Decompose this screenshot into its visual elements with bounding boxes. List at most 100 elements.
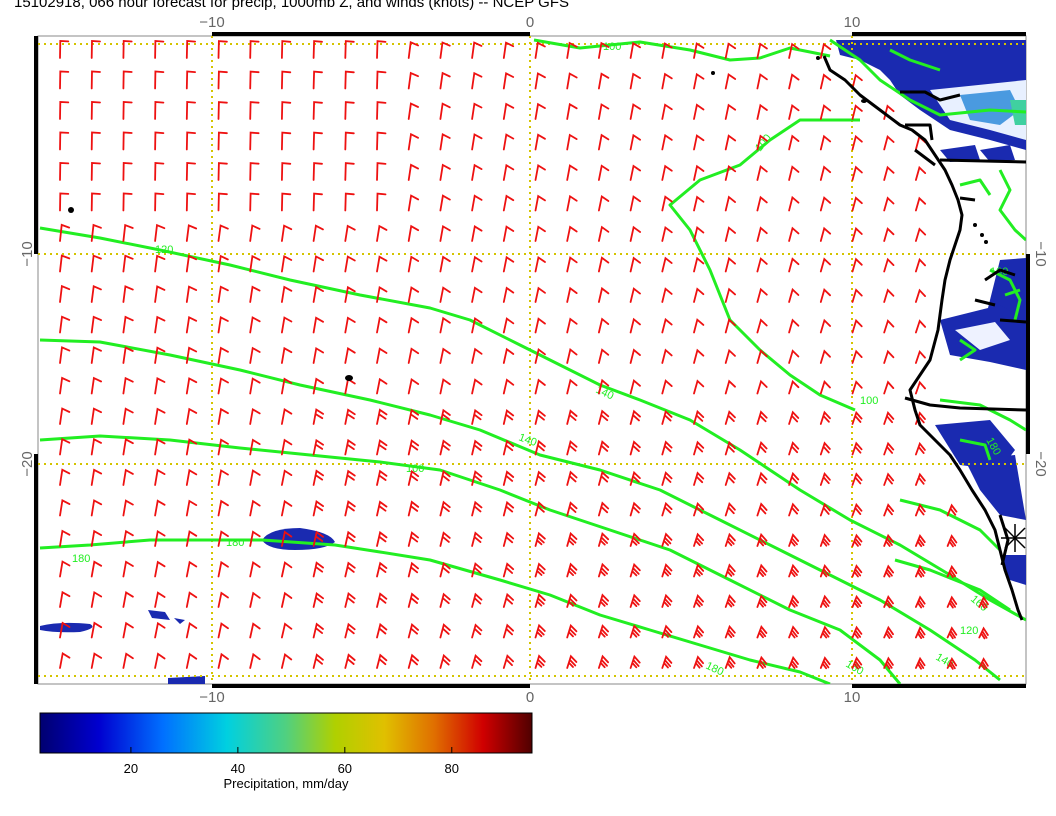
wind-barb — [724, 42, 737, 59]
wind-barb — [788, 533, 800, 547]
wind-barb — [566, 439, 578, 456]
wind-barb — [502, 102, 515, 120]
wind-barb — [154, 285, 166, 303]
wind-barb — [122, 407, 134, 425]
wind-barb — [724, 72, 737, 90]
wind-barb — [598, 654, 609, 669]
wind-barb — [819, 625, 831, 639]
wind-barb — [439, 378, 451, 395]
wind-barb — [502, 531, 515, 547]
wind-barb — [534, 470, 546, 486]
wind-barb — [851, 502, 863, 517]
chart-title: 15102918, 066 hour forecast for precip, … — [14, 0, 569, 11]
precip-areas — [40, 40, 1026, 684]
wind-barb — [819, 42, 832, 59]
wind-barb — [661, 42, 673, 59]
colorbar-tick-label: 60 — [338, 761, 352, 776]
wind-barb — [756, 195, 768, 212]
wind-barb — [312, 346, 324, 364]
wind-barb — [185, 70, 196, 90]
wind-barb — [471, 41, 483, 59]
wind-barb — [819, 318, 831, 334]
wind-barb — [693, 409, 705, 425]
wind-barb — [661, 287, 673, 303]
wind-barb — [90, 101, 101, 120]
colorbar-tick-label: 40 — [231, 761, 245, 776]
wind-barb — [693, 655, 704, 669]
wind-barb — [376, 131, 387, 151]
wind-barb — [598, 103, 610, 120]
wind-barb — [249, 499, 261, 517]
wind-barb — [249, 224, 261, 242]
wind-barb — [724, 563, 736, 578]
wind-barb — [756, 349, 768, 364]
wind-barb — [90, 407, 102, 425]
wind-barb — [724, 410, 736, 425]
wind-barb — [502, 592, 514, 608]
contour-label-140-b: 140 — [517, 432, 538, 450]
wind-barb — [249, 377, 261, 395]
wind-barb — [59, 437, 71, 456]
wind-barb — [122, 101, 133, 120]
wind-barb — [756, 502, 768, 517]
wind-barb — [851, 564, 863, 578]
wind-barb — [122, 315, 134, 334]
wind-barb — [217, 316, 229, 334]
wind-barb — [312, 40, 323, 59]
wind-barb — [915, 288, 926, 303]
wind-barb — [376, 224, 388, 242]
wind-barb — [471, 163, 483, 181]
wind-barb — [471, 255, 483, 273]
wind-barb — [407, 132, 419, 151]
wind-barb — [249, 530, 261, 547]
wind-barb — [439, 194, 451, 212]
wind-barb — [661, 471, 673, 486]
wind-barb — [629, 256, 641, 273]
wind-barb — [693, 624, 704, 639]
wind-barb — [629, 440, 641, 456]
wind-barb — [249, 469, 261, 486]
wind-barb — [819, 656, 831, 670]
wind-barb — [59, 40, 70, 59]
wind-barb — [629, 593, 641, 608]
wind-barb — [439, 439, 451, 456]
wind-barb — [217, 530, 229, 547]
contour-label-180-c: 180 — [72, 553, 90, 565]
wind-barb — [281, 653, 293, 669]
wind-barb — [851, 533, 863, 547]
wind-barb — [819, 563, 831, 578]
wind-barb — [122, 192, 133, 212]
wind-barb — [915, 656, 926, 670]
wind-barb — [281, 591, 293, 608]
wind-barb — [122, 468, 134, 486]
wind-barb — [185, 468, 198, 486]
wind-barb — [851, 410, 863, 425]
wind-barb — [471, 378, 483, 395]
wind-barb — [439, 133, 451, 151]
wind-barb — [883, 165, 895, 181]
wind-barb — [851, 472, 863, 486]
wind-barb — [312, 591, 324, 608]
wind-barb — [90, 437, 102, 456]
wind-barb — [661, 593, 673, 608]
wind-barb — [471, 102, 483, 120]
wind-barb — [851, 318, 863, 334]
wind-barb — [629, 195, 641, 212]
wind-barb — [883, 533, 894, 547]
wind-barb — [344, 530, 356, 547]
wind-barb — [883, 411, 895, 425]
wind-barb — [629, 164, 641, 181]
wind-barb — [915, 626, 926, 639]
wind-barb — [90, 223, 102, 242]
axis-labels: −10 0 10 −10 0 10 −10 −20 −10 −20 — [19, 14, 1049, 706]
wind-barb — [122, 40, 133, 59]
contour-label-120-a: 120 — [155, 244, 173, 256]
wind-barb — [471, 439, 483, 456]
wind-barb — [788, 257, 800, 273]
wind-barb — [756, 257, 768, 273]
wind-barb — [217, 438, 229, 456]
wind-barb — [154, 254, 166, 273]
wind-barb — [724, 624, 736, 639]
wind-barb — [217, 131, 228, 151]
wind-barb — [439, 41, 451, 59]
